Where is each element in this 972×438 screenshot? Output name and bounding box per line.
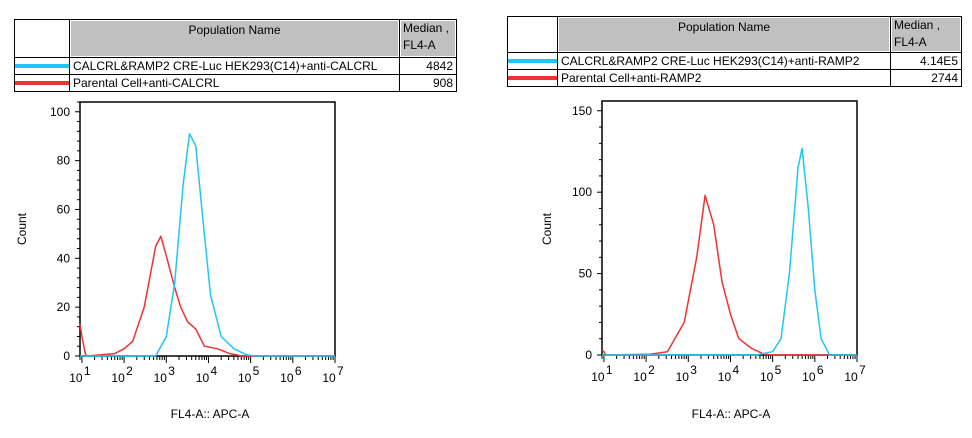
legend-swatch-header — [507, 16, 558, 53]
y-tick-label: 50 — [579, 267, 593, 281]
x-tick-label: 10 — [591, 370, 605, 384]
x-axis-label: FL4-A:: APC-A — [692, 407, 771, 421]
histogram-series-red — [601, 194, 857, 356]
population-name: Parental Cell+anti-RAMP2 — [557, 69, 891, 87]
x-tick-exponent: 7 — [859, 363, 866, 377]
x-tick-exponent: 6 — [817, 363, 824, 377]
y-tick-label: 40 — [57, 251, 71, 265]
x-tick-exponent: 5 — [775, 363, 782, 377]
header-median: Median , FL4-A — [890, 16, 962, 53]
y-tick-label: 80 — [57, 154, 71, 168]
y-tick-label: 0 — [63, 349, 70, 363]
header-population-name: Population Name — [69, 19, 400, 58]
y-tick-label: 20 — [57, 300, 71, 314]
median-value: 908 — [399, 74, 457, 92]
x-tick-exponent: 1 — [606, 363, 613, 377]
x-tick-label: 10 — [676, 370, 690, 384]
x-tick-label: 10 — [844, 370, 858, 384]
legend-swatch-red — [507, 69, 558, 87]
x-tick-label: 10 — [196, 371, 210, 385]
x-axis-label: FL4-A:: APC-A — [171, 407, 250, 421]
x-tick-label: 10 — [111, 371, 125, 385]
x-tick-label: 10 — [802, 370, 816, 384]
x-tick-label: 10 — [238, 371, 252, 385]
legend-swatch-header — [14, 19, 70, 58]
y-tick-label: 60 — [57, 202, 71, 216]
population-name: CALCRL&RAMP2 CRE-Luc HEK293(C14)+anti-CA… — [69, 57, 400, 75]
x-tick-exponent: 6 — [295, 364, 302, 378]
y-tick-label: 100 — [50, 105, 70, 119]
y-axis-label: Count — [540, 212, 554, 245]
histogram-series-blue — [602, 147, 857, 356]
x-tick-label: 10 — [633, 370, 647, 384]
histogram-series-blue — [80, 133, 335, 357]
x-tick-exponent: 2 — [126, 364, 133, 378]
x-tick-exponent: 7 — [337, 364, 344, 378]
x-tick-label: 10 — [154, 371, 168, 385]
x-tick-exponent: 2 — [648, 363, 655, 377]
population-name: CALCRL&RAMP2 CRE-Luc HEK293(C14)+anti-RA… — [557, 52, 891, 70]
x-tick-exponent: 3 — [168, 364, 175, 378]
x-tick-exponent: 1 — [84, 364, 91, 378]
y-tick-label: 100 — [572, 185, 592, 199]
y-tick-label: 0 — [585, 348, 592, 362]
x-tick-label: 10 — [69, 371, 83, 385]
legend-table-left: Population Name Median , FL4-A CALCRL&RAM… — [14, 19, 457, 92]
x-tick-label: 10 — [760, 370, 774, 384]
x-tick-exponent: 4 — [732, 363, 739, 377]
x-tick-label: 10 — [718, 370, 732, 384]
legend-swatch-blue — [507, 52, 558, 70]
y-tick-label: 150 — [572, 104, 592, 118]
header-population-name: Population Name — [557, 16, 891, 53]
legend-swatch-red — [14, 74, 70, 92]
x-tick-exponent: 4 — [210, 364, 217, 378]
x-tick-label: 10 — [322, 371, 336, 385]
x-tick-exponent: 5 — [253, 364, 260, 378]
y-axis-label: Count — [15, 212, 29, 245]
plot-frame — [79, 101, 336, 357]
x-tick-label: 10 — [280, 371, 294, 385]
median-value: 2744 — [890, 69, 962, 87]
legend-table-right: Population Name Median , FL4-A CALCRL&RAM… — [507, 16, 962, 87]
histogram-series-red — [79, 235, 335, 357]
population-name: Parental Cell+anti-CALCRL — [69, 74, 400, 92]
x-tick-exponent: 3 — [690, 363, 697, 377]
header-median: Median , FL4-A — [399, 19, 457, 58]
